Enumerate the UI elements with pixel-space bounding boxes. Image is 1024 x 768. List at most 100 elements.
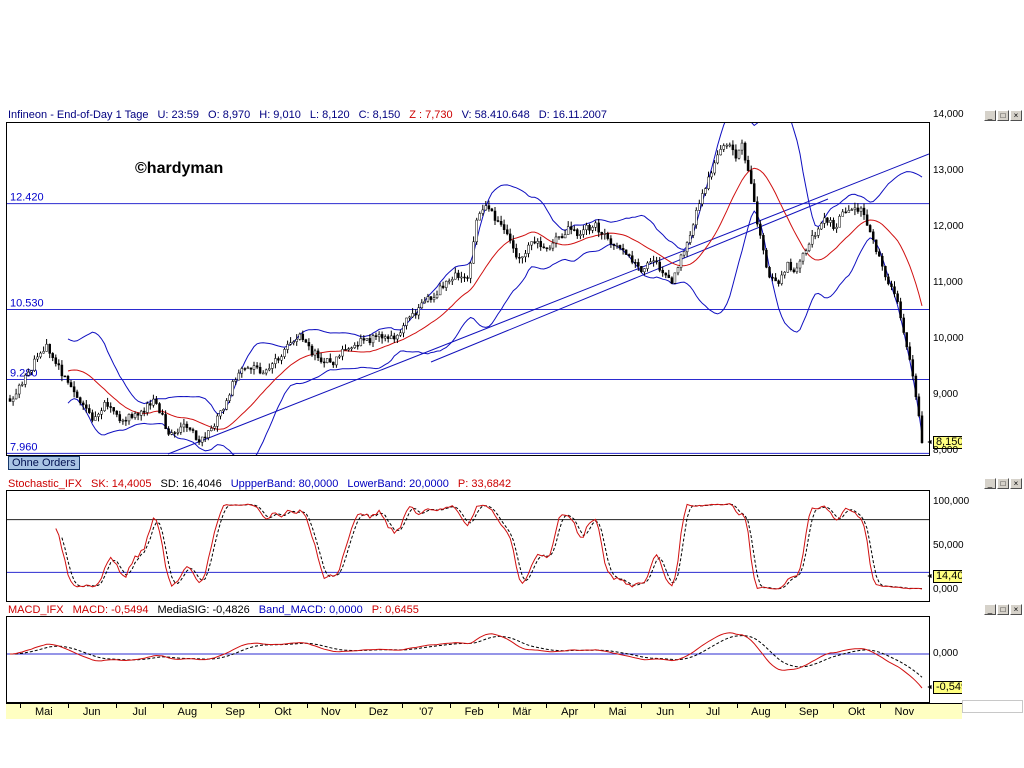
month-tick	[306, 704, 308, 708]
axis-label: 11,000	[933, 277, 963, 288]
close-button[interactable]: ×	[1010, 110, 1022, 121]
month-label: Aug	[177, 706, 198, 718]
month-tick	[19, 704, 21, 708]
tag-arrow-icon: ◄	[926, 439, 933, 446]
month-tick	[67, 704, 69, 708]
month-tick	[832, 704, 834, 708]
month-label: Mai	[35, 706, 53, 718]
right-sidebar: _ □ × _ □ × _ □ ×	[962, 110, 1024, 713]
header-segment: D: 16.11.2007	[538, 109, 608, 121]
level-label: 12.420	[10, 192, 44, 204]
macd-header: MACD_IFX MACD: -0,5494 MediaSIG: -0,4826 Ba…	[8, 604, 428, 617]
month-tick	[593, 704, 595, 708]
axis-label: 14,000	[933, 109, 964, 120]
sidebar-footer	[962, 700, 1023, 713]
header-segment: UppperBand: 80,0000	[230, 478, 339, 490]
axis-label: 100,000	[933, 496, 970, 507]
tag-arrow-icon: ◄	[926, 573, 933, 580]
header-segment: LowerBand: 20,0000	[347, 478, 449, 490]
month-label: Jul	[706, 706, 721, 718]
month-label: Feb	[464, 706, 484, 718]
month-label: '07	[419, 706, 434, 718]
macd-value-tag: ◄ -0,549	[926, 681, 971, 694]
minimize-button[interactable]: _	[984, 604, 996, 615]
header-segment: P: 33,6842	[457, 478, 512, 490]
header-segment: Z : 7,730	[409, 109, 453, 121]
month-tick	[880, 704, 882, 708]
header-segment: Infineon - End-of-Day 1 Tage	[8, 109, 149, 121]
month-label: Okt	[847, 706, 866, 718]
maximize-button[interactable]: □	[997, 604, 1009, 615]
header-segment: MediaSIG: -0,4826	[157, 604, 250, 616]
month-tick	[163, 704, 165, 708]
bollinger-lower-line	[67, 210, 923, 455]
header-segment: P: 0,6455	[371, 604, 419, 616]
macd-signal-line	[10, 635, 923, 678]
minimize-button[interactable]: _	[984, 110, 996, 121]
maximize-button[interactable]: □	[997, 110, 1009, 121]
month-tick	[641, 704, 643, 708]
axis-label: 9,000	[933, 389, 959, 400]
month-label: Aug	[751, 706, 771, 718]
month-label: Jun	[82, 706, 101, 718]
close-button[interactable]: ×	[1010, 604, 1022, 615]
last-price-tag: ◄ 8,150	[926, 436, 967, 449]
month-tick	[689, 704, 691, 708]
macd-line	[9, 632, 923, 689]
time-axis: Mai Jun Jul Aug Sep Okt Nov Dez '07 Feb Mär Apr Mai J…	[6, 703, 962, 719]
month-tick	[354, 704, 356, 708]
header-segment: Stochastic_IFX	[8, 478, 82, 490]
macd-panel	[6, 616, 930, 703]
axis-label: 0,000	[933, 584, 959, 595]
month-tick	[115, 704, 117, 708]
month-tick	[497, 704, 499, 708]
stochastic-sd-line	[61, 503, 923, 590]
trendline	[167, 153, 929, 455]
stochastic-panel	[6, 490, 930, 602]
main-window-controls: _ □ ×	[984, 110, 1022, 121]
header-segment: V: 58.410.648	[461, 109, 530, 121]
header-segment: SK: 14,4005	[90, 478, 152, 490]
axis-label: 10,000	[933, 333, 964, 344]
axis-label: 8,000	[933, 445, 959, 456]
axis-label: 12,000	[933, 221, 964, 232]
month-label: Jun	[656, 706, 675, 718]
maximize-button[interactable]: □	[997, 478, 1009, 489]
month-tick	[450, 704, 452, 708]
month-label: Mai	[608, 706, 627, 718]
header-segment: SD: 16,4046	[160, 478, 222, 490]
month-label: Mär	[512, 706, 532, 718]
header-segment: MACD_IFX	[8, 604, 64, 616]
header-segment: H: 9,010	[259, 109, 301, 121]
level-label: 7.960	[10, 441, 38, 453]
bollinger-upper-line	[67, 123, 923, 415]
month-tick	[258, 704, 260, 708]
close-button[interactable]: ×	[1010, 478, 1022, 489]
header-segment: Band_MACD: 0,0000	[258, 604, 363, 616]
minimize-button[interactable]: _	[984, 478, 996, 489]
month-label: Jul	[132, 706, 147, 718]
month-label: Sep	[798, 706, 819, 718]
month-label: Nov	[320, 706, 341, 718]
header-segment: U: 23:59	[157, 109, 200, 121]
header-segment: C: 8,150	[358, 109, 401, 121]
orders-button[interactable]: Ohne Orders	[8, 456, 80, 470]
candlestick-series	[8, 139, 924, 447]
month-label: Nov	[894, 706, 915, 718]
stochastic-header: Stochastic_IFX SK: 14,4005 SD: 16,4046 Uppp…	[8, 478, 520, 491]
month-label: Sep	[225, 706, 245, 718]
header-segment: MACD: -0,5494	[72, 604, 149, 616]
month-tick	[211, 704, 213, 708]
month-label: Okt	[274, 706, 292, 718]
macd-canvas[interactable]	[7, 617, 929, 702]
month-tick	[784, 704, 786, 708]
macd-window-controls: _ □ ×	[984, 604, 1022, 615]
axis-label: 50,000	[933, 540, 964, 551]
month-label: Apr	[561, 706, 579, 718]
stochastic-canvas[interactable]	[7, 491, 929, 601]
trendline	[430, 198, 829, 363]
header-segment: L: 8,120	[309, 109, 350, 121]
header-segment: O: 8,970	[208, 109, 251, 121]
